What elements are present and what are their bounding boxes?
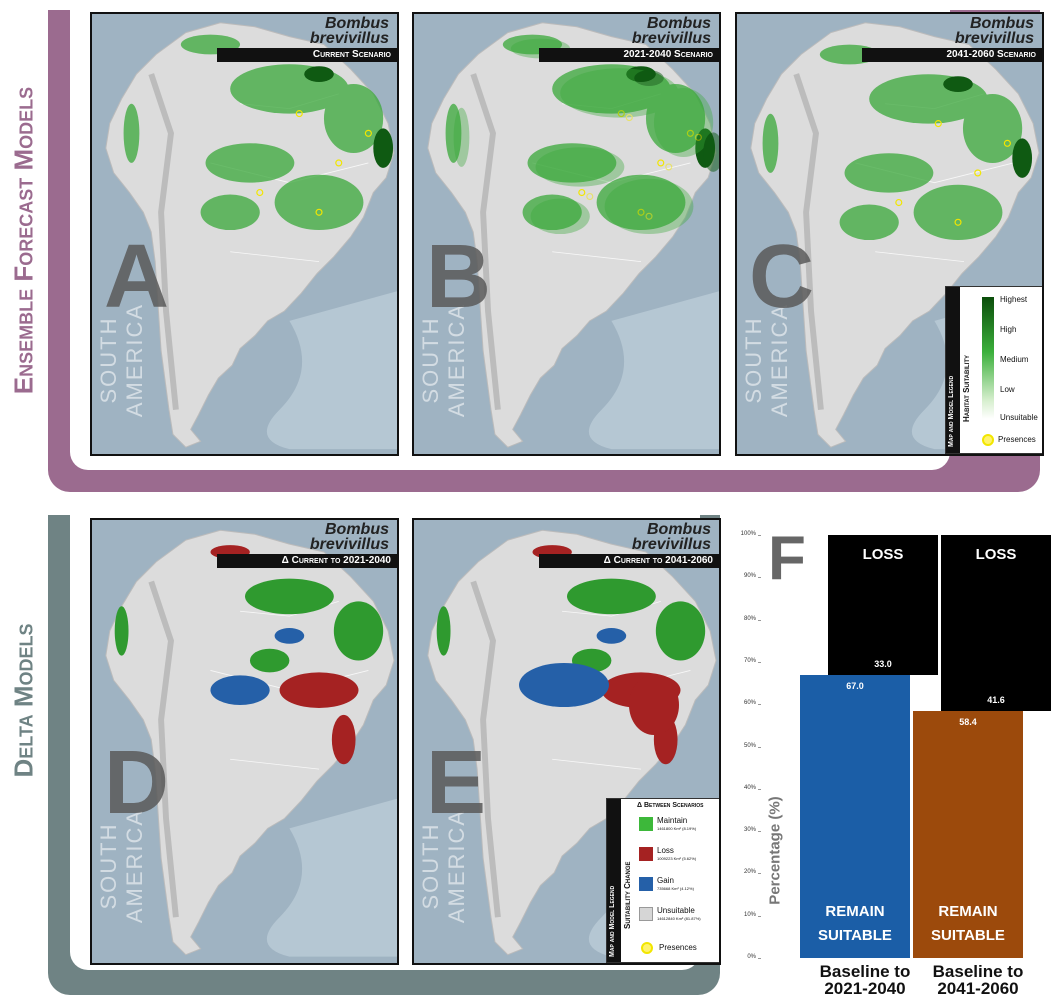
legend-area: 1461800 Km² (8.19%) [657,826,696,831]
scenario: Current Scenario [217,48,397,62]
presence-symbol [641,942,653,954]
bar [941,535,1051,711]
value-label: 33.0 [828,659,938,669]
map-panel: Bombus brevivillus Δ Current to 2021-204… [90,518,399,965]
legend-area: 1009223 Km² (5.62%) [657,856,696,861]
panel-letter: A [104,232,169,322]
swatch [639,877,653,891]
legend-item: Unsuitable [657,906,695,915]
species: Bombus brevivillus [299,522,389,552]
value-label: 41.6 [941,695,1051,705]
legend-area: 14612840 Km² (81.87%) [657,916,701,921]
legend-level: High [1000,325,1016,334]
y-tick-label: 10% [730,912,756,918]
x-tick-label: Baseline to 2041-2060 [918,963,1038,997]
bar [828,535,938,675]
series-label: REMAIN SUITABLE [800,900,910,948]
scenario: Δ Current to 2041-2060 [539,554,719,568]
y-axis-label: Percentage (%) [767,776,784,926]
species: Bombus brevivillus [621,16,711,46]
species: Bombus brevivillus [944,16,1034,46]
y-tick [758,620,761,621]
value-label: 67.0 [800,681,910,691]
panel-letter: D [104,738,169,828]
legend-item: Loss [657,846,674,855]
y-tick-label: 40% [730,785,756,791]
legend-subtitle: Habitat Suitability [962,355,971,422]
y-tick-label: 70% [730,658,756,664]
y-tick [758,873,761,874]
legend-header: Δ Between Scenarios [637,802,703,809]
legend-level: Unsuitable [1000,413,1038,422]
row-label: Ensemble Forecast Models [9,1,40,481]
y-tick [758,535,761,536]
y-tick-label: 50% [730,743,756,749]
legend-item: Gain [657,876,674,885]
map-panel: Bombus brevivillus 2041-2060 Scenario SO… [735,12,1044,456]
y-tick [758,704,761,705]
species: Bombus brevivillus [299,16,389,46]
legend: Map and Model Legend Suitability Change … [606,798,720,963]
legend-item: Maintain [657,816,687,825]
swatch [639,817,653,831]
presence-symbol [982,434,994,446]
series-label: LOSS [941,543,1051,567]
y-tick-label: 60% [730,700,756,706]
y-tick [758,789,761,790]
y-tick-label: 0% [730,954,756,960]
legend-title: Map and Model Legend [948,376,955,447]
chart-title: F [768,528,806,590]
legend-presences: Presences [998,435,1036,444]
swatch [639,907,653,921]
legend-level: Low [1000,385,1015,394]
swatch [639,847,653,861]
y-tick-label: 30% [730,827,756,833]
y-tick [758,831,761,832]
gradient [982,297,994,419]
y-tick-label: 80% [730,616,756,622]
y-tick [758,747,761,748]
x-tick-label: Baseline to 2021-2040 [805,963,925,997]
panel-letter: E [426,738,486,828]
legend-area: 735668 Km² (4.12%) [657,886,694,891]
panel-letter: C [749,232,814,322]
legend-presences: Presences [659,943,697,952]
legend-title: Map and Model Legend [609,886,616,957]
scenario: 2021-2040 Scenario [539,48,719,62]
bar [913,711,1023,958]
map-panel: Bombus brevivillus Δ Current to 2041-206… [412,518,721,965]
y-tick-label: 20% [730,869,756,875]
value-label: 58.4 [913,717,1023,727]
row-label: Delta Models [9,461,40,941]
y-tick [758,577,761,578]
map-panel: Bombus brevivillus 2021-2040 Scenario SO… [412,12,721,456]
y-tick-label: 100% [730,531,756,537]
legend-level: Highest [1000,295,1027,304]
map-panel: Bombus brevivillus Current Scenario SOUT… [90,12,399,456]
y-tick [758,662,761,663]
legend: Map and Model Legend Habitat Suitability… [945,286,1043,454]
y-tick-label: 90% [730,573,756,579]
scenario: Δ Current to 2021-2040 [217,554,397,568]
bar [800,675,910,958]
series-label: REMAIN SUITABLE [913,900,1023,948]
y-tick [758,916,761,917]
legend-subtitle: Suitability Change [623,861,632,929]
page: Ensemble Forecast Models Delta Models Bo… [0,0,1056,1000]
y-tick [758,958,761,959]
legend-level: Medium [1000,355,1028,364]
panel-letter: B [426,232,491,322]
scenario: 2041-2060 Scenario [862,48,1042,62]
species: Bombus brevivillus [621,522,711,552]
series-label: LOSS [828,543,938,567]
